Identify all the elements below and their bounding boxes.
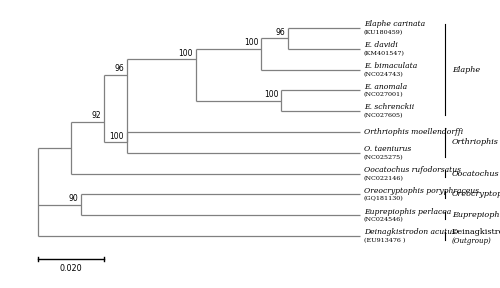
Text: 96: 96 [276,28,285,37]
Text: Orthriophis moellendorffi: Orthriophis moellendorffi [364,128,463,136]
Text: Deinagkistrodon: Deinagkistrodon [452,228,500,236]
Text: (GQ181130): (GQ181130) [364,196,404,202]
Text: O. taeniurus: O. taeniurus [364,145,411,153]
Text: (NC027001): (NC027001) [364,92,404,98]
Text: 100: 100 [244,38,259,47]
Text: E. schrenckii: E. schrenckii [364,103,414,111]
Text: Orthriophis: Orthriophis [452,139,499,146]
Text: Deinagkistrodon acutus: Deinagkistrodon acutus [364,228,456,236]
Text: (KM401547): (KM401547) [364,51,405,56]
Text: (NC024546): (NC024546) [364,217,404,222]
Text: (KU180459): (KU180459) [364,30,403,35]
Text: E. davidi: E. davidi [364,41,398,49]
Text: 100: 100 [178,49,193,58]
Text: (Outgroup): (Outgroup) [452,237,492,245]
Text: (NC027605): (NC027605) [364,113,404,118]
Text: (NC024743): (NC024743) [364,71,404,77]
Text: Elaphe carinata: Elaphe carinata [364,20,425,28]
Text: Oreocryptophis: Oreocryptophis [452,190,500,198]
Text: 100: 100 [110,132,124,141]
Text: (EU913476 ): (EU913476 ) [364,238,406,243]
Text: Oocatochus rufodorsatus: Oocatochus rufodorsatus [364,166,461,174]
Text: (NC022146): (NC022146) [364,176,404,181]
Text: 96: 96 [114,64,124,73]
Text: Oocatochus: Oocatochus [452,170,500,178]
Text: 100: 100 [264,90,278,99]
Text: (NC025275): (NC025275) [364,155,404,160]
Text: 90: 90 [68,194,78,203]
Text: E. bimaculata: E. bimaculata [364,62,417,70]
Text: Oreocryptophis poryphraceus: Oreocryptophis poryphraceus [364,187,479,195]
Text: 92: 92 [92,111,101,120]
Text: E. anomala: E. anomala [364,83,407,91]
Text: Euprepiophis perlacea: Euprepiophis perlacea [364,208,451,215]
Text: Euprepiophis: Euprepiophis [452,211,500,219]
Text: 0.020: 0.020 [60,264,82,273]
Text: Elaphe: Elaphe [452,65,480,73]
